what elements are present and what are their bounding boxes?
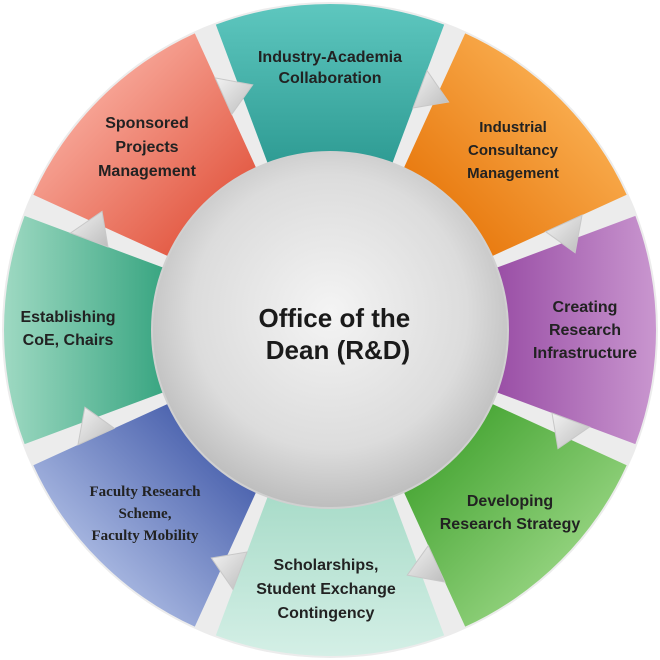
segment-label-line: Research — [549, 322, 621, 339]
segment-label-line: Creating — [553, 299, 618, 316]
segment-label-line: Industry-Academia — [258, 49, 402, 66]
segment-label-research-infrastructure: Creating Research Infrastructure — [533, 299, 637, 362]
connector-arrow — [412, 69, 450, 109]
connector-arrow — [214, 77, 254, 116]
segment-label-sponsored-projects: Sponsored Projects Management — [98, 115, 196, 180]
segment-scholarships — [215, 487, 445, 657]
connector-arrow — [406, 544, 446, 583]
segment-label-line: Collaboration — [278, 70, 381, 87]
segment-label-line: Management — [98, 163, 196, 180]
segment-label-industrial-consultancy: Industrial Consultancy Management — [467, 119, 559, 182]
segment-label-line: Faculty Mobility — [91, 528, 199, 544]
segment-label-line: Contingency — [278, 605, 375, 622]
segment-label-line: Scholarships, — [274, 557, 379, 574]
segment-label-industry-academia: Industry-Academia Collaboration — [258, 49, 402, 87]
connector-arrow — [544, 214, 583, 254]
segment-label-line: Student Exchange — [256, 581, 396, 598]
segment-research-infrastructure — [487, 215, 657, 445]
center-title-line-2: Dean (R&D) — [266, 335, 410, 365]
segment-label-research-strategy: Developing Research Strategy — [440, 493, 581, 533]
segment-label-line: Projects — [115, 139, 178, 156]
segment-labels: Industry-Academia Collaboration Industrial… — [20, 49, 637, 622]
connector-arrow — [77, 406, 116, 446]
segment-label-line: Consultancy — [468, 142, 559, 159]
segment-industry-academia — [215, 3, 445, 173]
segment-label-coe-chairs: Establishing CoE, Chairs — [20, 309, 115, 349]
segment-label-line: Developing — [467, 493, 553, 510]
segment-coe-chairs — [3, 215, 173, 445]
connector-arrow — [210, 551, 248, 591]
segment-label-faculty-research: Faculty Research Scheme, Faculty Mobility — [90, 484, 202, 544]
segment-label-line: Management — [467, 165, 559, 182]
connector-arrows — [69, 69, 591, 591]
segment-label-line: Sponsored — [105, 115, 189, 132]
segment-label-line: Infrastructure — [533, 345, 637, 362]
center-title-line-1: Office of the — [259, 303, 411, 333]
segment-label-scholarships: Scholarships, Student Exchange Contingency — [256, 557, 396, 622]
segment-label-line: Faculty Research — [90, 484, 202, 500]
center-circle — [151, 151, 509, 509]
segment-label-line: Scheme, — [119, 506, 172, 522]
center-title: Office of the Dean (R&D) — [259, 303, 418, 365]
segment-label-line: Establishing — [20, 309, 115, 326]
segment-label-line: Research Strategy — [440, 516, 581, 533]
connector-arrow — [551, 412, 591, 450]
connector-arrow — [69, 210, 109, 248]
segment-label-line: CoE, Chairs — [23, 332, 114, 349]
segment-label-line: Industrial — [479, 119, 547, 136]
